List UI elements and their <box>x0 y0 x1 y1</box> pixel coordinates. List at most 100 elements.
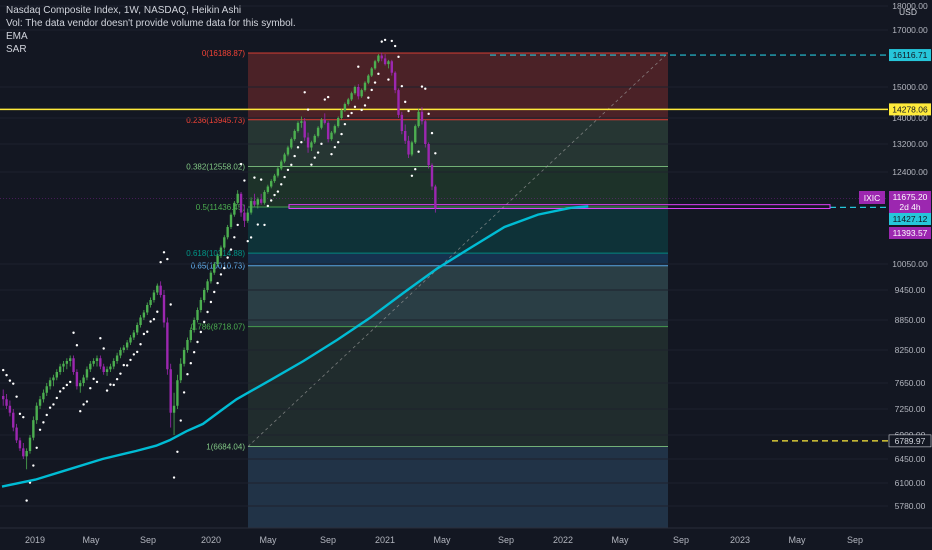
time-tick-label: Sep <box>320 535 336 545</box>
sar-dot <box>85 400 89 403</box>
sar-dot <box>69 380 72 384</box>
sar-dot <box>12 382 15 385</box>
sar-dot <box>326 95 330 99</box>
sar-dot <box>92 377 95 381</box>
sar-dot <box>62 387 65 390</box>
sar-dot <box>152 318 156 321</box>
candle-body <box>270 181 273 187</box>
candle-body <box>166 322 169 370</box>
symbol-tag[interactable]: IXIC <box>864 193 881 203</box>
time-tick-label: Sep <box>140 535 156 545</box>
sar-dot <box>316 151 320 154</box>
candle-body <box>273 175 276 182</box>
candle-body <box>52 377 55 381</box>
candle-body <box>313 135 316 143</box>
candle-body <box>427 144 430 165</box>
time-tick-label: May <box>788 535 806 545</box>
price-tick-label: 6450.00 <box>895 454 926 464</box>
candle-body <box>5 399 8 406</box>
price-tick-label: 17000.00 <box>892 25 928 35</box>
sar-dot <box>119 372 122 375</box>
legend-ema[interactable]: EMA <box>6 31 28 42</box>
sar-dot <box>363 104 367 107</box>
candle-body <box>146 305 149 313</box>
sar-dot <box>82 403 85 406</box>
candle-body <box>115 355 119 361</box>
sar-dot <box>400 84 404 88</box>
sar-dot <box>182 391 186 394</box>
candle-body <box>189 330 192 340</box>
candle-body <box>28 437 32 451</box>
candle-body <box>397 90 400 115</box>
sar-dot <box>266 204 270 208</box>
candle-body <box>62 363 65 367</box>
candle-body <box>343 104 347 111</box>
candle-body <box>82 377 85 383</box>
time-tick-label: Sep <box>498 535 514 545</box>
price-tag-box <box>889 201 931 213</box>
time-tick-label: 2020 <box>201 535 221 545</box>
legend-title[interactable]: Nasdaq Composite Index, 1W, NASDAQ, Heik… <box>6 5 242 16</box>
sar-dot <box>370 88 373 92</box>
currency-label[interactable]: USD <box>899 7 917 17</box>
sar-dot <box>52 403 55 406</box>
candle-body <box>404 131 407 141</box>
sar-dot <box>22 415 25 419</box>
sar-dot <box>337 141 340 144</box>
sar-dot <box>179 419 182 422</box>
sar-dot <box>417 150 420 153</box>
fibonacci-retracement[interactable]: 0(16188.87) 0.236(13945.73) 0.382(12558.02… <box>186 49 669 528</box>
candle-body <box>109 366 112 370</box>
sar-dot <box>434 152 437 155</box>
candle-body <box>199 300 203 310</box>
candle-body <box>233 202 236 215</box>
candle-body <box>246 212 249 221</box>
candle-body <box>213 264 216 273</box>
horizontal-lines[interactable] <box>0 54 888 442</box>
legend-sar[interactable]: SAR <box>6 44 27 55</box>
sar-dot <box>122 363 126 367</box>
candle-body <box>192 320 196 330</box>
candle-body <box>310 142 313 148</box>
sar-dot <box>65 383 69 387</box>
candle-body <box>363 82 367 91</box>
fib-level-label: 1(6684.04) <box>206 443 245 452</box>
candle-body <box>229 214 233 227</box>
time-tick-label: May <box>433 535 451 545</box>
candle-body <box>89 363 92 370</box>
price-tag-value: 11675.20 <box>893 192 928 202</box>
sar-dot <box>313 156 316 159</box>
sar-dot <box>310 163 313 166</box>
sar-dot <box>15 395 18 398</box>
candle-body <box>347 99 350 105</box>
price-tag-box <box>889 49 931 62</box>
candle-body <box>253 201 256 205</box>
sar-dot <box>290 163 293 167</box>
sar-dot <box>213 290 216 294</box>
sar-dot <box>18 412 22 416</box>
candle-body <box>360 90 363 97</box>
candle-body <box>256 199 259 205</box>
price-tick-label: 8850.00 <box>895 315 926 325</box>
candle-body <box>169 369 172 413</box>
support-box[interactable] <box>288 204 831 209</box>
sar-dot <box>263 223 266 227</box>
sar-dot <box>340 132 343 136</box>
candle-body <box>206 281 209 290</box>
price-tag-value: 2d 4h <box>899 202 921 212</box>
candle-body <box>373 61 377 69</box>
candle-body <box>22 448 25 457</box>
ema-curve <box>1 205 589 488</box>
fib-level-label: 0.618(10314.88) <box>186 249 245 258</box>
sar-dot <box>350 111 353 115</box>
fib-zone <box>248 326 668 447</box>
sar-dot <box>239 162 243 166</box>
sar-dot <box>105 389 109 392</box>
candle-body <box>139 317 142 325</box>
time-tick-label: 2023 <box>730 535 750 545</box>
candle-body <box>367 75 370 83</box>
price-tag-box <box>889 191 931 203</box>
candle-body <box>172 405 176 413</box>
sar-dot <box>172 476 176 479</box>
